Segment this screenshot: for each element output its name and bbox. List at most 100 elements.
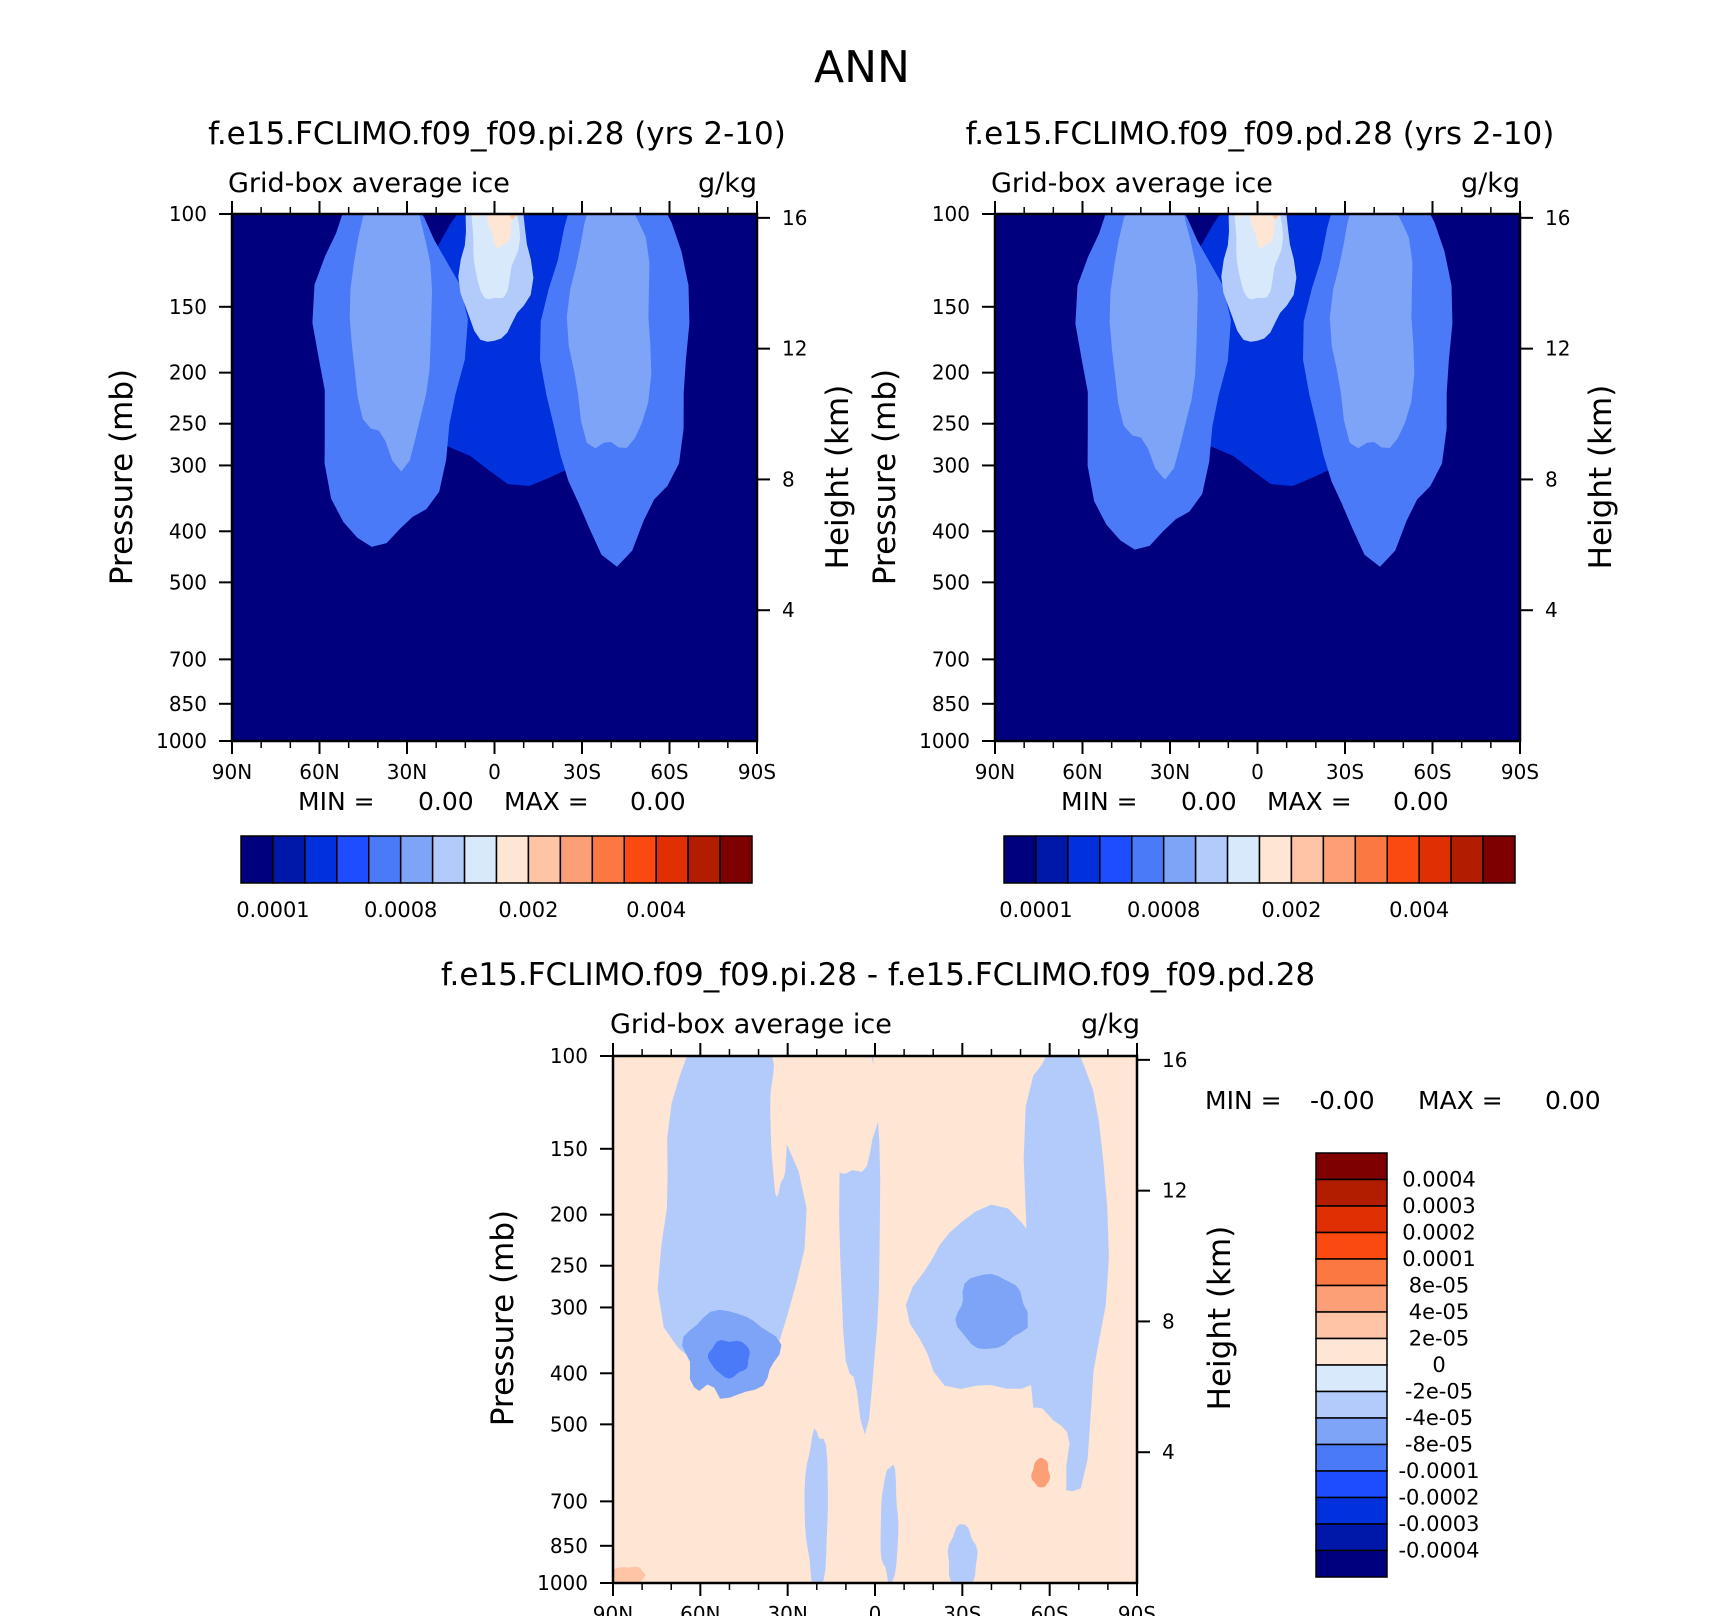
x-tick-label: 30N xyxy=(387,760,427,784)
y-tick-label: 300 xyxy=(550,1295,588,1319)
contour-band xyxy=(566,214,652,449)
colorbar-label: -0.0001 xyxy=(1398,1459,1479,1483)
x-tick-label: 0 xyxy=(1251,760,1264,784)
colorbar-box xyxy=(431,835,466,884)
colorbar-box xyxy=(1482,835,1516,884)
units-label: g/kg xyxy=(1461,168,1520,199)
contour-band xyxy=(955,1274,1031,1350)
colorbar-label: 4e-05 xyxy=(1409,1300,1470,1324)
colorbar-box xyxy=(1290,835,1325,884)
colorbar-label: 0.0008 xyxy=(1127,898,1200,922)
contour-band xyxy=(509,214,517,220)
min-label: MIN = xyxy=(1205,1086,1282,1115)
y2-axis-label: Height (km) xyxy=(820,385,856,570)
contour-fields xyxy=(1075,214,1453,567)
x-tick-label: 60N xyxy=(1062,760,1102,784)
y-tick-label: 250 xyxy=(169,412,207,436)
panel-title: f.e15.FCLIMO.f09_f09.pd.28 (yrs 2-10) xyxy=(966,116,1555,152)
y-tick-label: 700 xyxy=(169,647,207,671)
x-tick-label: 30N xyxy=(1150,760,1190,784)
contour-fields xyxy=(613,1056,1109,1583)
x-tick-label: 0 xyxy=(488,760,501,784)
units-label: g/kg xyxy=(1081,1009,1140,1040)
colorbar-box xyxy=(1315,1311,1388,1340)
contour-band xyxy=(707,1340,750,1379)
contour-band xyxy=(996,1407,1070,1524)
x-tick-label: 90N xyxy=(593,1602,633,1616)
variable-label: Grid-box average ice xyxy=(228,168,510,199)
x-tick-label: 60S xyxy=(650,760,688,784)
y-tick-label: 250 xyxy=(550,1254,588,1278)
contour-band xyxy=(770,1056,788,1198)
contour-band xyxy=(1023,1056,1109,1496)
y2-tick-label: 12 xyxy=(1545,337,1570,361)
min-value: 0.00 xyxy=(418,787,474,816)
colorbar-box xyxy=(1315,1178,1388,1207)
contour-band xyxy=(613,1566,646,1583)
panel-pi: f.e15.FCLIMO.f09_f09.pi.28 (yrs 2-10) Gr… xyxy=(104,116,856,922)
colorbar-label: 8e-05 xyxy=(1409,1274,1470,1298)
contour-band xyxy=(349,214,432,472)
colorbar-box xyxy=(1315,1152,1388,1181)
colorbar-box xyxy=(527,835,562,884)
y-tick-label: 850 xyxy=(932,692,970,716)
y-axis-label: Pressure (mb) xyxy=(867,369,903,585)
y-axis-label: Pressure (mb) xyxy=(485,1210,521,1426)
y-tick-label: 300 xyxy=(932,453,970,477)
y-tick-label: 500 xyxy=(169,570,207,594)
contour-band xyxy=(1249,214,1276,249)
colorbar-label: -2e-05 xyxy=(1405,1380,1473,1404)
x-tick-label: 60S xyxy=(1031,1602,1069,1616)
colorbar-box xyxy=(1315,1549,1388,1578)
colorbar-box xyxy=(623,835,657,884)
y-tick-label: 100 xyxy=(550,1044,588,1068)
y-tick-label: 400 xyxy=(932,519,970,543)
colorbar: 0.0001 0.0008 0.002 0.004 xyxy=(236,835,753,922)
axis-ticks: 90N 60N 30N 0 30S 60S 90S 100 150 200 250 300 400 500… xyxy=(919,201,1570,784)
colorbar-label: 0.0001 xyxy=(1402,1247,1475,1271)
y2-tick-label: 16 xyxy=(1162,1048,1187,1072)
x-tick-label: 60S xyxy=(1413,760,1451,784)
colorbar-box xyxy=(1131,835,1165,884)
panel-pd: f.e15.FCLIMO.f09_f09.pd.28 (yrs 2-10) Gr… xyxy=(867,116,1619,922)
y-tick-label: 200 xyxy=(550,1203,588,1227)
colorbar-box xyxy=(240,835,274,884)
y-tick-label: 150 xyxy=(932,295,970,319)
contour-band xyxy=(947,1524,978,1583)
panel-diff: f.e15.FCLIMO.f09_f09.pi.28 - f.e15.FCLIM… xyxy=(441,957,1601,1616)
colorbar-label: 0.004 xyxy=(1389,898,1449,922)
colorbar-label: -0.0002 xyxy=(1398,1486,1479,1510)
colorbar-label: 0.0008 xyxy=(364,898,437,922)
x-tick-label: 90N xyxy=(212,760,252,784)
y2-tick-label: 12 xyxy=(782,337,807,361)
min-value: -0.00 xyxy=(1310,1086,1375,1115)
max-value: 0.00 xyxy=(1393,787,1449,816)
colorbar-box xyxy=(1067,835,1101,884)
y-tick-label: 200 xyxy=(169,361,207,385)
colorbar-box xyxy=(304,835,338,884)
y2-tick-label: 8 xyxy=(1545,467,1558,491)
x-tick-label: 90S xyxy=(1501,760,1539,784)
colorbar-box xyxy=(1315,1417,1388,1446)
colorbar-label: -8e-05 xyxy=(1405,1433,1473,1457)
y-tick-label: 1000 xyxy=(537,1571,588,1595)
colorbar-box xyxy=(1315,1390,1388,1419)
x-tick-label: 30N xyxy=(767,1602,807,1616)
x-tick-label: 90S xyxy=(1118,1602,1156,1616)
panel-title: f.e15.FCLIMO.f09_f09.pi.28 (yrs 2-10) xyxy=(208,116,786,152)
x-tick-label: 0 xyxy=(869,1602,882,1616)
max-label: MAX = xyxy=(1267,787,1352,816)
y-tick-label: 200 xyxy=(932,361,970,385)
figure-title: ANN xyxy=(814,42,910,93)
y-tick-label: 500 xyxy=(932,570,970,594)
variable-label: Grid-box average ice xyxy=(610,1009,892,1040)
colorbar-box xyxy=(399,835,434,884)
colorbar-box xyxy=(559,835,594,884)
max-value: 0.00 xyxy=(1545,1086,1601,1115)
colorbar-label: 0.0003 xyxy=(1402,1194,1475,1218)
plot-area xyxy=(613,1056,1137,1583)
contour-band xyxy=(1329,214,1415,449)
colorbar-box xyxy=(655,835,689,884)
x-tick-label: 60N xyxy=(680,1602,720,1616)
colorbar-box xyxy=(1386,835,1420,884)
